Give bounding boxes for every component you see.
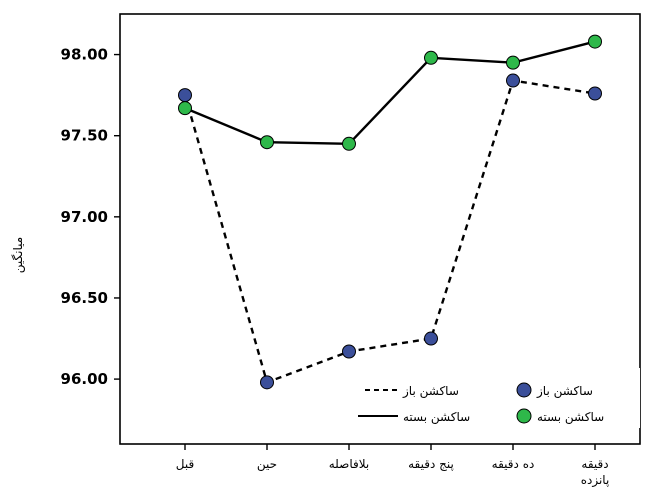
- x-tick-label: قبل: [176, 457, 194, 471]
- y-tick-label: 97.00: [61, 208, 108, 226]
- data-point-1-0: [178, 101, 192, 116]
- y-axis-label: میانگین: [11, 237, 26, 273]
- x-tick-label: حین: [257, 457, 277, 472]
- legend: ساکشن باز ساکشن بسته ساکشن باز ساکشن بست…: [358, 368, 640, 428]
- data-point-0-3: [424, 331, 438, 346]
- data-point-1-5: [588, 34, 602, 49]
- data-point-1-3: [424, 50, 438, 65]
- y-axis: 96.00 96.50 97.00 97.50 98.00: [61, 46, 120, 388]
- data-point-1-4: [506, 55, 520, 70]
- series-lines: [183, 40, 596, 384]
- x-tick-label: ده دقیقه: [492, 457, 535, 471]
- y-tick-label: 96.50: [61, 289, 108, 307]
- legend-line-label-closed: ساکشن بسته: [403, 410, 470, 425]
- y-tick-label: 98.00: [61, 46, 108, 64]
- legend-marker-label-closed: ساکشن بسته: [537, 410, 604, 425]
- legend-marker-open: [516, 382, 532, 398]
- data-point-0-2: [342, 344, 356, 359]
- data-point-1-1: [260, 135, 274, 150]
- data-point-0-4: [506, 73, 520, 88]
- series-line-0: [183, 79, 596, 384]
- series-line-1: [184, 40, 596, 146]
- plot-border: [119, 13, 641, 445]
- x-tick-label: بلافاصله: [329, 457, 370, 471]
- legend-marker-label-open: ساکشن باز: [536, 384, 593, 399]
- x-axis: قبل حین بلافاصله پنج دقیقه ده دقیقه دقیقه پانز…: [176, 444, 610, 488]
- x-tick-label: پانزده: [581, 473, 610, 488]
- series-markers: [178, 34, 602, 390]
- x-tick-label: دقیقه: [581, 457, 608, 471]
- data-point-1-2: [342, 136, 356, 151]
- data-point-0-5: [588, 86, 602, 101]
- data-point-0-0: [178, 88, 192, 103]
- legend-marker-closed: [516, 408, 532, 424]
- y-tick-label: 97.50: [61, 127, 108, 145]
- legend-box: [390, 368, 640, 428]
- x-tick-label: پنج دقیقه: [408, 457, 454, 471]
- plot-frame: [119, 13, 641, 445]
- data-point-0-1: [260, 375, 274, 390]
- y-tick-label: 96.00: [61, 370, 108, 388]
- legend-line-label-open: ساکشن باز: [402, 384, 459, 399]
